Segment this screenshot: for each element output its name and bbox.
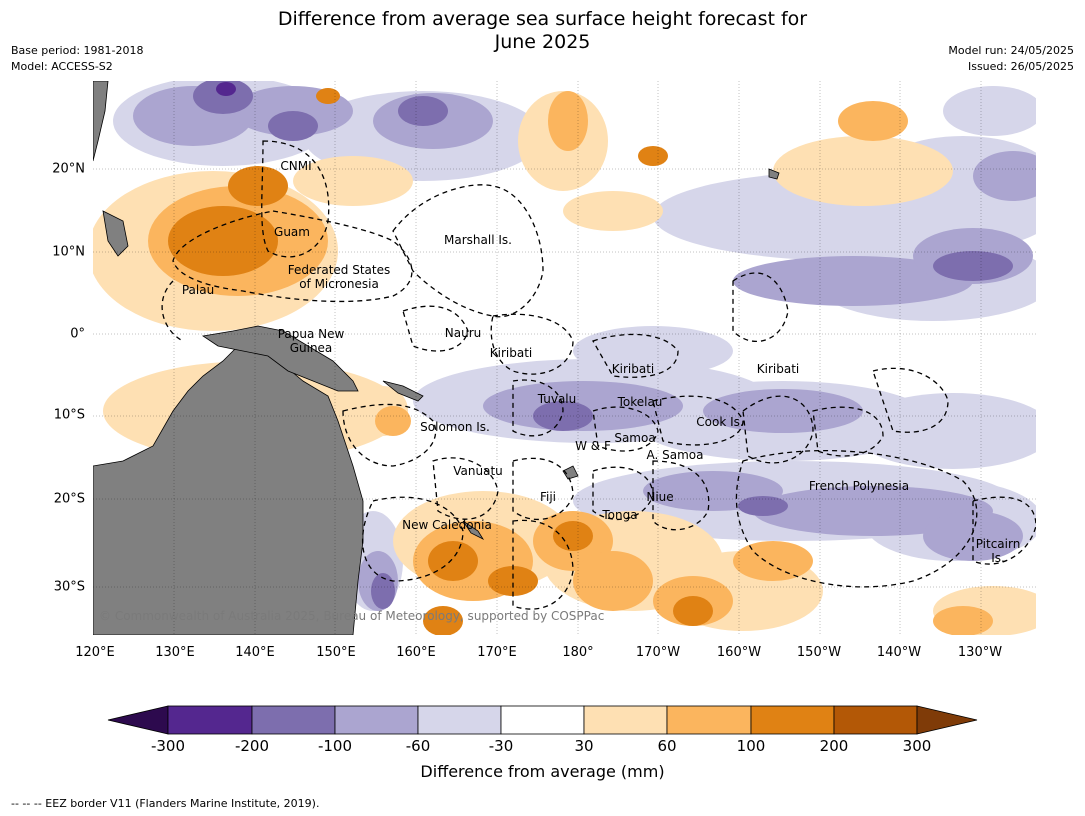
map-svg	[93, 81, 1036, 635]
colorbar-bin-8	[750, 705, 835, 735]
lon-label-120e: 120°E	[75, 645, 115, 660]
lat-label-30s: 30°S	[53, 579, 85, 595]
title-line-1: Difference from average sea surface heig…	[277, 8, 808, 30]
meta-right: Model run: 24/05/2025 Issued: 26/05/2025	[948, 43, 1074, 75]
meta-left: Base period: 1981-2018 Model: ACCESS-S2	[11, 43, 143, 75]
colorbar-bin-5	[500, 705, 585, 735]
colorbar-tick-5: -30	[488, 737, 514, 755]
model-name: Model: ACCESS-S2	[11, 60, 113, 73]
label-fsm: Federated States of Micronesia	[288, 263, 390, 291]
lat-label-10n: 10°N	[52, 244, 85, 260]
chart-title: Difference from average sea surface heig…	[0, 8, 1085, 54]
colorbar-tick-7: 60	[657, 737, 677, 755]
label-tuvalu: Tuvalu	[537, 392, 577, 406]
colorbar-bin-9	[833, 705, 918, 735]
lon-label-140w: 140°W	[876, 645, 922, 660]
label-samoa: Samoa	[614, 431, 656, 445]
colorbar-tick-3: -100	[317, 737, 353, 755]
base-period: Base period: 1981-2018	[11, 44, 144, 57]
colorbar-tick-4: -60	[405, 737, 431, 755]
lat-label-20n: 20°N	[52, 161, 85, 177]
colorbar-label: Difference from average (mm)	[420, 762, 665, 781]
label-marshall: Marshall Is.	[444, 233, 512, 247]
lon-label-150e: 150°E	[316, 645, 356, 660]
label-nauru: Nauru	[444, 326, 482, 340]
anomaly-very-dark-purple	[216, 82, 236, 96]
issued-date: Issued: 26/05/2025	[967, 60, 1074, 73]
colorbar-bin-3	[334, 705, 419, 735]
label-pitcairn-line2: Is.	[991, 551, 1005, 565]
label-tonga: Tonga	[602, 508, 638, 522]
label-kiribati-east: Kiribati	[756, 362, 800, 376]
label-french-polynesia: French Polynesia	[808, 479, 910, 493]
label-pitcairn: Pitcairn Is.	[976, 537, 1021, 565]
land-masses	[93, 81, 780, 635]
lon-label-160e: 160°E	[396, 645, 436, 660]
title-line-2: June 2025	[494, 31, 591, 53]
anomaly-dark-orange	[168, 88, 713, 635]
model-run: Model run: 24/05/2025	[948, 44, 1074, 57]
grid-lines	[93, 81, 1036, 635]
lon-label-160w: 160°W	[716, 645, 762, 660]
colorbar-tick-1: -300	[150, 737, 186, 755]
label-pitcairn-line1: Pitcairn	[975, 537, 1021, 551]
eez-borders	[161, 140, 1036, 610]
lat-label-20s: 20°S	[53, 491, 85, 507]
colorbar-tick-9: 200	[819, 737, 849, 755]
label-png-line2: Guinea	[289, 341, 333, 355]
colorbar-tick-8: 100	[736, 737, 766, 755]
anomaly-dark-purple	[193, 81, 1013, 609]
colorbar-extend-high	[916, 705, 978, 735]
colorbar-tick-6: 30	[574, 737, 594, 755]
label-guam: Guam	[274, 225, 310, 239]
colorbar-bin-6	[583, 705, 668, 735]
label-cook: Cook Is.	[696, 415, 744, 429]
label-wallis-futuna: W & F	[575, 439, 611, 453]
lon-label-150w: 150°W	[796, 645, 842, 660]
colorbar	[107, 705, 978, 735]
colorbar-bin-1	[167, 705, 253, 735]
label-png: Papua New Guinea	[278, 327, 345, 355]
map-panel: CNMI Guam Marshall Is. Federated States …	[93, 81, 1036, 635]
label-fsm-line1: Federated States	[287, 263, 391, 277]
lon-label-170w: 170°W	[635, 645, 681, 660]
label-fsm-line2: of Micronesia	[299, 277, 379, 291]
lon-label-180: 180°	[562, 645, 594, 660]
copyright-notice: © Commonwealth of Australia 2025, Bureau…	[99, 609, 605, 623]
label-vanuatu: Vanuatu	[453, 464, 503, 478]
label-american-samoa: A. Samoa	[646, 448, 704, 462]
colorbar-tick-10: 300	[902, 737, 932, 755]
label-tokelau: Tokelau	[617, 395, 663, 409]
label-niue: Niue	[646, 490, 674, 504]
label-cnmi: CNMI	[280, 159, 312, 173]
lon-label-130e: 130°E	[155, 645, 195, 660]
colorbar-tick-2: -200	[234, 737, 270, 755]
label-palau: Palau	[181, 283, 215, 297]
colorbar-bin-7	[666, 705, 752, 735]
label-new-caledonia: New Caledonia	[402, 518, 492, 532]
lon-label-170e: 170°E	[477, 645, 517, 660]
colorbar-bin-2	[251, 705, 336, 735]
label-kiribati-central: Kiribati	[611, 362, 655, 376]
lat-label-0: 0°	[70, 326, 85, 342]
lat-label-10s: 10°S	[53, 407, 85, 423]
lon-label-130w: 130°W	[957, 645, 1003, 660]
label-solomon: Solomon Is.	[420, 420, 490, 434]
lon-label-140e: 140°E	[235, 645, 275, 660]
colorbar-extend-low	[107, 705, 169, 735]
colorbar-bin-4	[417, 705, 502, 735]
label-kiribati-west: Kiribati	[489, 346, 533, 360]
label-png-line1: Papua New	[277, 327, 345, 341]
eez-footnote: -- -- -- EEZ border V11 (Flanders Marine…	[11, 797, 320, 810]
label-fiji: Fiji	[539, 490, 557, 504]
